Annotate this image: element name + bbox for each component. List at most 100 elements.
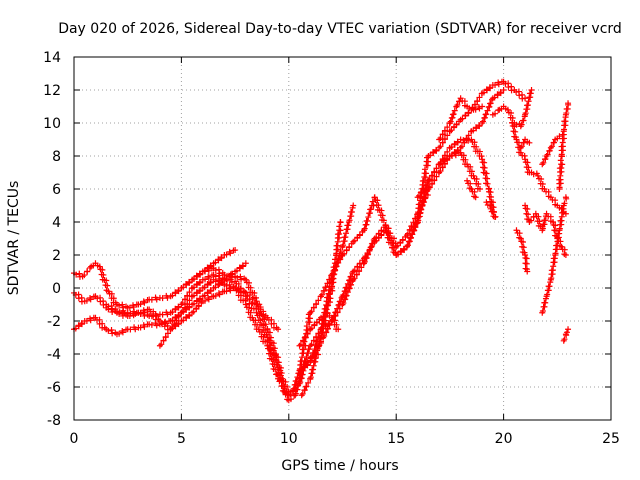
data-point <box>207 288 214 295</box>
data-point <box>565 326 572 333</box>
data-point <box>562 252 569 258</box>
data-point <box>325 321 332 328</box>
y-tick-label: 6 <box>52 182 61 198</box>
data-point <box>266 345 273 352</box>
data-point <box>76 270 83 277</box>
data-point <box>444 148 451 155</box>
data-point <box>169 308 176 315</box>
data-point <box>308 341 315 348</box>
data-point <box>292 378 299 385</box>
data-point <box>422 181 429 188</box>
data-point <box>423 170 430 177</box>
data-point <box>342 292 349 299</box>
data-point <box>333 242 340 249</box>
data-point <box>528 87 535 93</box>
data-point <box>416 192 423 199</box>
data-point <box>337 227 344 234</box>
data-point <box>304 330 311 337</box>
data-point <box>484 175 491 182</box>
data-point <box>83 317 90 324</box>
data-point <box>361 258 368 265</box>
data-point <box>447 118 454 125</box>
data-point <box>205 296 212 303</box>
data-point <box>464 177 471 184</box>
data-point <box>545 283 552 290</box>
data-point <box>327 287 334 294</box>
data-point <box>365 214 372 221</box>
data-point <box>384 225 391 232</box>
data-point <box>437 160 444 167</box>
data-point <box>340 242 347 249</box>
data-point <box>78 321 85 328</box>
data-point <box>522 202 529 209</box>
data-point <box>417 206 424 213</box>
data-point <box>229 271 236 278</box>
data-point <box>298 371 305 378</box>
data-point <box>186 279 193 286</box>
data-point <box>141 299 148 306</box>
data-point <box>310 362 317 369</box>
data-point <box>544 287 551 294</box>
data-point <box>313 319 320 326</box>
data-point <box>180 317 187 324</box>
data-point <box>476 123 483 130</box>
data-point <box>520 244 527 251</box>
data-point <box>207 263 214 270</box>
data-point <box>277 372 284 379</box>
data-point <box>84 268 91 275</box>
data-point <box>558 205 565 212</box>
data-point <box>287 396 294 403</box>
data-point <box>439 139 446 146</box>
data-point <box>218 279 225 286</box>
data-point <box>173 317 180 324</box>
data-point <box>305 379 312 386</box>
data-point <box>96 263 103 270</box>
data-point <box>302 334 309 341</box>
data-point <box>519 117 526 124</box>
data-point <box>344 289 351 296</box>
data-point <box>441 136 448 143</box>
data-point <box>153 296 160 303</box>
data-point <box>444 156 451 163</box>
data-point <box>303 323 310 330</box>
data-point <box>480 89 487 96</box>
data-point <box>304 350 311 357</box>
data-point <box>266 337 273 344</box>
data-point <box>160 337 167 344</box>
data-point <box>487 85 494 92</box>
data-point <box>109 330 116 337</box>
data-point <box>205 274 212 281</box>
y-tick-label: 12 <box>43 83 61 99</box>
data-point <box>109 308 116 315</box>
data-point <box>309 366 316 373</box>
data-point <box>420 185 427 192</box>
data-point <box>437 135 444 142</box>
data-point <box>341 296 348 303</box>
data-point <box>431 169 438 176</box>
data-point <box>562 210 569 217</box>
data-point <box>476 94 483 101</box>
data-point <box>518 121 525 128</box>
data-point <box>312 301 319 308</box>
data-point <box>553 242 560 249</box>
data-point <box>319 317 326 324</box>
data-point <box>307 374 314 381</box>
data-point <box>204 290 211 297</box>
data-point <box>558 143 565 150</box>
data-point <box>378 207 385 214</box>
data-point <box>183 315 190 322</box>
data-point <box>355 268 362 275</box>
data-point <box>164 294 171 301</box>
data-point <box>399 237 406 244</box>
data-point <box>140 298 147 305</box>
data-point <box>301 387 308 394</box>
x-tick-label: 25 <box>602 431 620 447</box>
data-point <box>218 255 225 262</box>
y-tick-label: 0 <box>52 281 61 297</box>
data-point <box>315 297 322 304</box>
y-tick-label: 4 <box>52 215 61 231</box>
data-point <box>341 288 348 295</box>
data-point <box>75 323 82 330</box>
data-point <box>491 94 498 101</box>
data-point <box>194 298 201 305</box>
